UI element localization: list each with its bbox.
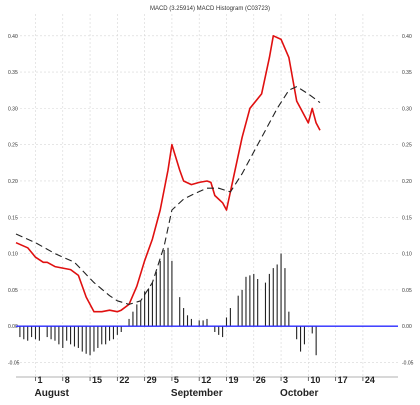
y-tick-right-9: -0.05 (402, 360, 414, 366)
histogram (19, 247, 317, 356)
y-tick-right-7: 0.05 (402, 288, 412, 294)
x-tick-label: 10 (310, 375, 320, 385)
month-label: October (280, 388, 318, 399)
x-tick-label: 5 (174, 375, 179, 385)
month-label: September (171, 388, 223, 399)
x-tick-label: 8 (65, 375, 70, 385)
y-tick-left-6: 0.10 (8, 252, 18, 258)
y-tick-right-5: 0.15 (402, 215, 412, 221)
y-tick-left-4: 0.20 (8, 179, 18, 185)
y-tick-left-0: 0.40 (8, 34, 18, 40)
y-tick-left-3: 0.25 (8, 143, 18, 149)
y-tick-left-5: 0.15 (8, 215, 18, 221)
y-tick-left-9: -0.05 (8, 360, 20, 366)
y-ticks-right: 0.40 0.35 0.30 0.25 0.20 0.15 0.10 0.05 0.00 -0.0… (402, 34, 414, 367)
y-tick-left-7: 0.05 (8, 288, 18, 294)
x-tick-label: 3 (283, 375, 288, 385)
y-tick-right-3: 0.25 (402, 143, 412, 149)
x-tick-label: 22 (119, 375, 129, 385)
x-tick-label: 24 (365, 375, 375, 385)
y-tick-right-8: 0.00 (402, 324, 412, 330)
month-label: August (34, 388, 69, 399)
y-tick-right-2: 0.30 (402, 106, 412, 112)
y-tick-left-1: 0.35 (8, 70, 18, 76)
x-tick-label: 15 (92, 375, 102, 385)
y-tick-left-8: 0.00 (8, 324, 18, 330)
series (15, 35, 321, 313)
x-tick-label: 12 (201, 375, 211, 385)
chart-title: MACD (3.25914) MACD Histogram (C03723) (150, 6, 270, 12)
macd-line (15, 35, 321, 313)
grid (16, 14, 398, 377)
y-tick-right-6: 0.10 (402, 252, 412, 258)
x-ticks: 1 8 15 22 29 5 12 19 26 3 10 17 24 (35, 375, 375, 385)
x-tick-label: 1 (37, 375, 42, 385)
y-ticks-left: 0.40 0.35 0.30 0.25 0.20 0.15 0.10 0.05 0.00 -0.0… (8, 34, 20, 367)
x-tick-label: 26 (256, 375, 266, 385)
y-tick-right-0: 0.40 (402, 34, 412, 40)
signal-line (15, 86, 321, 305)
y-tick-right-4: 0.20 (402, 179, 412, 185)
x-tick-label: 29 (147, 375, 157, 385)
x-tick-label: 19 (228, 375, 238, 385)
x-tick-label: 17 (338, 375, 348, 385)
y-tick-right-1: 0.35 (402, 70, 412, 76)
y-tick-left-2: 0.30 (8, 106, 18, 112)
month-labels: August September October (34, 388, 318, 399)
